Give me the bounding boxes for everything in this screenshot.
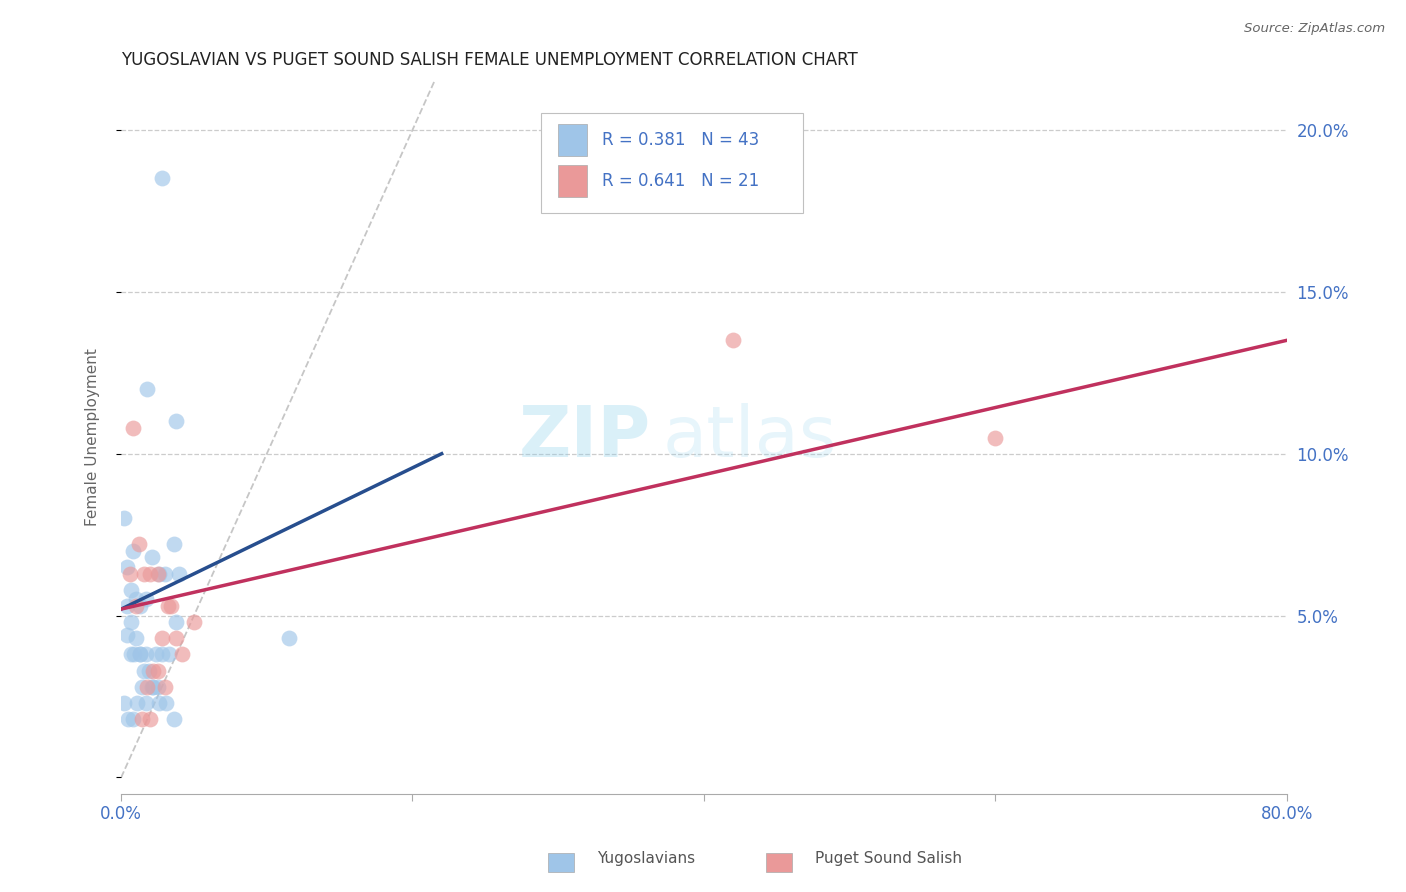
Point xyxy=(118,566,141,581)
Point xyxy=(172,648,194,662)
Point xyxy=(129,648,152,662)
Point xyxy=(166,414,188,428)
Point xyxy=(183,615,205,629)
Point xyxy=(148,696,170,710)
Point xyxy=(142,680,165,694)
Y-axis label: Female Unemployment: Female Unemployment xyxy=(86,349,100,526)
Point xyxy=(129,599,152,613)
Point xyxy=(146,664,169,678)
Point xyxy=(159,599,181,613)
Point xyxy=(142,664,165,678)
Text: YUGOSLAVIAN VS PUGET SOUND SALISH FEMALE UNEMPLOYMENT CORRELATION CHART: YUGOSLAVIAN VS PUGET SOUND SALISH FEMALE… xyxy=(121,51,858,69)
Point xyxy=(145,648,167,662)
Text: Yugoslavians: Yugoslavians xyxy=(598,852,696,866)
Point xyxy=(146,566,169,581)
Point xyxy=(150,171,173,186)
Point xyxy=(146,680,169,694)
Point xyxy=(115,560,138,574)
Point xyxy=(115,628,138,642)
Point xyxy=(157,648,180,662)
Point xyxy=(129,648,152,662)
FancyBboxPatch shape xyxy=(558,165,588,197)
FancyBboxPatch shape xyxy=(541,113,803,213)
Point xyxy=(166,615,188,629)
Text: R = 0.641   N = 21: R = 0.641 N = 21 xyxy=(602,172,759,190)
Point xyxy=(139,566,162,581)
Point xyxy=(120,615,142,629)
Point xyxy=(155,696,177,710)
Point xyxy=(134,664,156,678)
Point xyxy=(125,599,148,613)
Point xyxy=(131,680,153,694)
Point xyxy=(115,599,138,613)
Point xyxy=(120,648,142,662)
Point xyxy=(125,632,148,646)
Point xyxy=(150,632,173,646)
Text: ZIP: ZIP xyxy=(519,403,651,472)
Point xyxy=(277,632,299,646)
Point xyxy=(153,566,176,581)
Point xyxy=(169,566,191,581)
Point xyxy=(150,648,173,662)
Point xyxy=(125,592,148,607)
Text: Puget Sound Salish: Puget Sound Salish xyxy=(815,852,963,866)
Point xyxy=(984,430,1007,444)
Point xyxy=(128,537,150,551)
Point xyxy=(120,582,142,597)
Point xyxy=(131,712,153,726)
Point xyxy=(112,696,135,710)
Point xyxy=(162,537,184,551)
Point xyxy=(136,680,159,694)
Point xyxy=(122,648,145,662)
Point xyxy=(162,712,184,726)
Point xyxy=(134,566,156,581)
Point xyxy=(136,382,159,396)
Point xyxy=(141,680,163,694)
Point xyxy=(138,664,160,678)
Point xyxy=(166,632,188,646)
Point xyxy=(721,334,744,348)
Point xyxy=(127,696,149,710)
Point xyxy=(135,592,157,607)
Text: Source: ZipAtlas.com: Source: ZipAtlas.com xyxy=(1244,22,1385,36)
Point xyxy=(135,648,157,662)
Point xyxy=(141,550,163,565)
Point xyxy=(135,696,157,710)
FancyBboxPatch shape xyxy=(558,124,588,156)
Text: atlas: atlas xyxy=(664,403,838,472)
Point xyxy=(117,712,139,726)
Point xyxy=(121,544,143,558)
Point xyxy=(148,566,170,581)
Point xyxy=(121,421,143,435)
Point xyxy=(156,599,179,613)
Point xyxy=(139,712,162,726)
Text: R = 0.381   N = 43: R = 0.381 N = 43 xyxy=(602,131,759,149)
Point xyxy=(112,511,135,525)
Point xyxy=(121,712,143,726)
Point xyxy=(153,680,176,694)
